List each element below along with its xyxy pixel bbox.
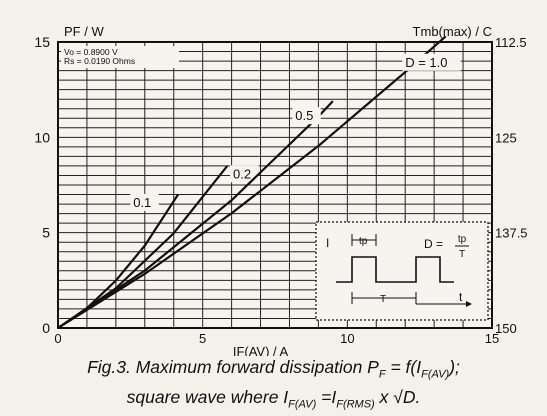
y-tick-label: 15: [34, 34, 50, 50]
x-tick-label: 15: [485, 331, 499, 346]
caption-2-end: x √D.: [374, 386, 421, 407]
caption-1-sub2: F(AV): [421, 368, 450, 381]
x-axis-label: IF(AV) / A: [233, 344, 289, 356]
caption-2-prefix: square wave where I: [126, 386, 289, 407]
caption-line-1: Fig.3. Maximum forward dissipation PF = …: [0, 356, 547, 386]
plot-border: [57, 41, 493, 329]
caption-1-sub1: F: [378, 368, 386, 381]
y-tick-label: 0: [42, 320, 50, 336]
inset-I-label: I: [326, 236, 329, 250]
right-tick-label: 150: [495, 321, 517, 336]
x-tick-label: 5: [199, 331, 206, 346]
right-tick-label: 125: [495, 130, 517, 145]
time-arrow: [466, 301, 472, 307]
params-text: Rs = 0.0190 Ohms: [64, 56, 135, 66]
inset-D-label: D =: [424, 237, 443, 251]
inset-tp-label: tp: [359, 236, 368, 247]
series-label: 0.1: [133, 195, 151, 210]
inset-frame: [315, 221, 489, 321]
y-tick-label: 5: [42, 225, 50, 241]
inset-fraction-denominator: T: [459, 249, 465, 260]
params-background: [61, 46, 179, 68]
caption-2-mid: =I: [316, 386, 337, 407]
series-label: 0.2: [233, 166, 251, 181]
caption-1-prefix: Fig.3. Maximum forward dissipation P: [87, 357, 379, 377]
figure-caption: Fig.3. Maximum forward dissipation PF = …: [0, 356, 547, 415]
y-tick-label: 10: [34, 129, 50, 145]
x-tick-label: 10: [340, 331, 354, 346]
inset-T-label: T: [380, 294, 386, 305]
series-label-group: 0.1: [130, 193, 159, 211]
right-axis-label: Tmb(max) / C: [413, 24, 492, 39]
x-tick-label: 0: [54, 331, 61, 346]
series-label-background: [402, 53, 461, 71]
right-tick-label: 137.5: [495, 226, 528, 241]
series-label: 0.5: [295, 108, 313, 123]
series-label-group: D = 1.0: [402, 53, 461, 71]
params-box: Vo = 0.8900 VRs = 0.0190 Ohms: [61, 46, 179, 68]
series-label-background: [230, 165, 259, 183]
right-tick-label: 112.5: [495, 35, 527, 50]
params-text: Vo = 0.8900 V: [64, 47, 118, 57]
inset-t-label: t: [459, 290, 463, 304]
y-axis-label: PF / W: [64, 24, 104, 39]
series-label: D = 1.0: [405, 55, 447, 70]
caption-1-end: );: [449, 357, 460, 377]
series-line: [57, 100, 334, 329]
series-label-background: [130, 193, 159, 211]
caption-2-sub1: F(AV): [288, 398, 317, 410]
grid: [58, 42, 492, 328]
series-label-group: 0.2: [230, 165, 259, 183]
inset-fraction-numerator: tp: [458, 234, 467, 245]
caption-2-sub2: F(RMS): [336, 398, 375, 410]
pulse-waveform: [336, 256, 454, 283]
caption-line-2: square wave where IF(AV) =IF(RMS) x √D.: [0, 386, 547, 416]
caption-1-mid: = f(I: [385, 357, 422, 377]
series-label-background: [292, 107, 321, 125]
series-label-group: 0.5: [292, 107, 321, 125]
